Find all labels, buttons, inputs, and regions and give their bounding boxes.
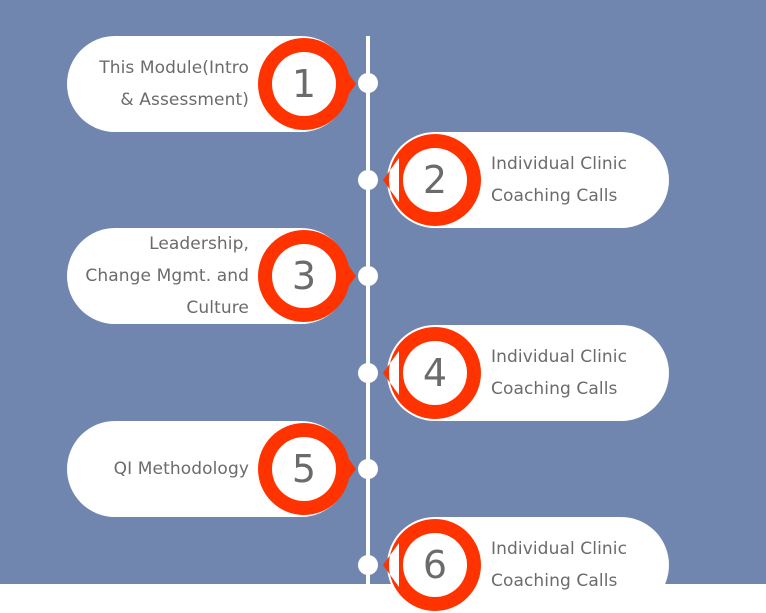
- step-1-badge: 1: [256, 36, 356, 132]
- step-6-badge: 6: [383, 517, 483, 613]
- step-6-dot: [358, 555, 378, 575]
- step-4-badge: 4: [383, 325, 483, 421]
- step-2-dot: [358, 170, 378, 190]
- step-5-number: 5: [291, 447, 317, 491]
- step-5-badge: 5: [256, 421, 356, 517]
- step-1-number: 1: [291, 62, 317, 106]
- step-2-badge: 2: [383, 132, 483, 228]
- step-3-marker-shape: [258, 230, 356, 322]
- step-5-dot: [358, 459, 378, 479]
- step-2-number: 2: [422, 158, 448, 202]
- step-3-label: Leadership, Change Mgmt. and Culture: [85, 234, 249, 318]
- step-2-label: Individual Clinic Coaching Calls: [491, 154, 628, 206]
- step-6-number: 6: [422, 543, 448, 587]
- step-3-number: 3: [291, 254, 317, 298]
- step-2-marker-shape: [383, 134, 481, 226]
- step-6-label: Individual Clinic Coaching Calls: [491, 539, 628, 591]
- step-4-dot: [358, 363, 378, 383]
- step-1-dot: [358, 73, 378, 93]
- step-5-label: QI Methodology: [113, 459, 249, 479]
- step-1-label: This Module(Intro & Assessment): [99, 58, 249, 110]
- step-1-marker-shape: [258, 38, 356, 130]
- step-5-marker-shape: [258, 423, 356, 515]
- timeline-axis: [366, 36, 370, 596]
- step-3-badge: 3: [256, 228, 356, 324]
- step-4-label: Individual Clinic Coaching Calls: [491, 347, 628, 399]
- step-4-marker-shape: [383, 327, 481, 419]
- step-3-dot: [358, 266, 378, 286]
- step-4-number: 4: [422, 351, 448, 395]
